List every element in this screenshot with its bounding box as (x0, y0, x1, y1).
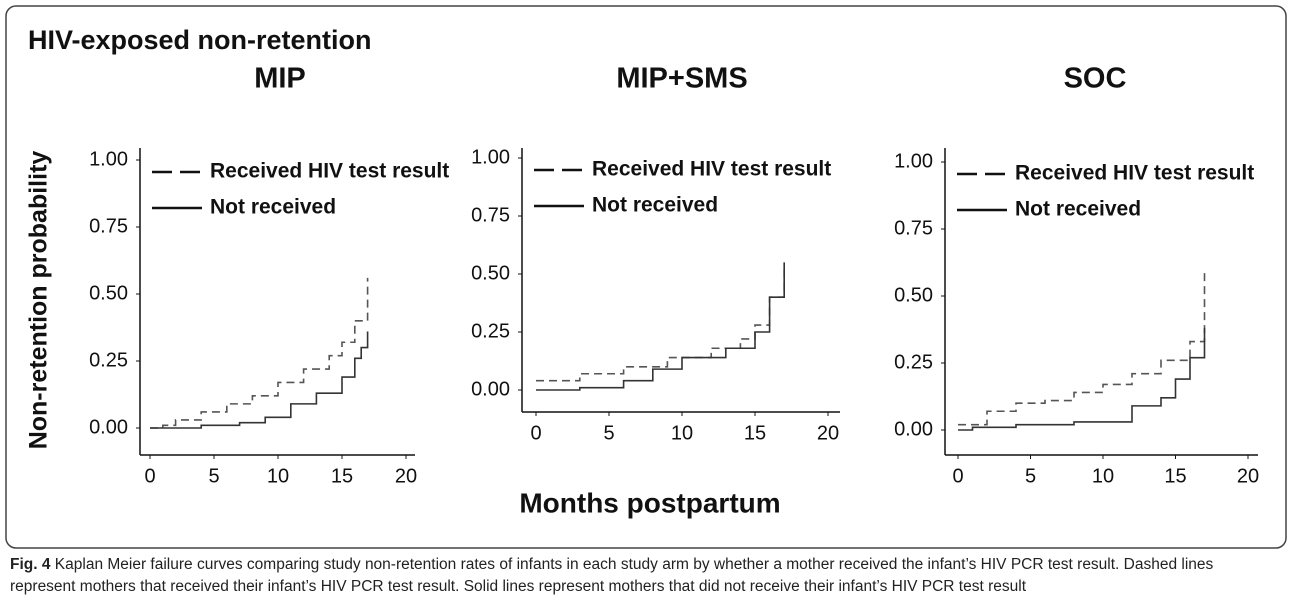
legend-label: Not received (592, 194, 718, 217)
step-line (536, 264, 785, 382)
x-tick-label: 0 (530, 422, 541, 444)
chart-title: SOC (1064, 63, 1127, 95)
legend-label: Not received (1015, 198, 1141, 221)
step-line (150, 277, 369, 429)
caption-text: Kaplan Meier failure curves comparing st… (10, 556, 1214, 595)
x-tick-label: 20 (395, 465, 417, 487)
legend-label: Not received (210, 196, 336, 219)
y-tick-label: 0.75 (89, 215, 128, 237)
step-line (536, 262, 785, 391)
y-tick-label: 0.00 (471, 378, 510, 400)
x-tick-label: 10 (671, 422, 693, 444)
figure-title: HIV-exposed non-retention (28, 25, 372, 55)
x-axis-title: Months postpartum (519, 487, 780, 518)
y-tick-label: 0.50 (471, 262, 510, 284)
y-tick-label: 1.00 (89, 148, 128, 170)
x-tick-label: 10 (1092, 465, 1114, 487)
x-tick-label: 15 (744, 422, 766, 444)
x-tick-label: 15 (331, 465, 353, 487)
caption: Fig. 4 Kaplan Meier failure curves compa… (10, 554, 1280, 598)
y-tick-label: 0.50 (894, 284, 933, 306)
figure: HIV-exposed non-retention Non-retention … (5, 5, 1287, 549)
y-tick-label: 0.25 (471, 320, 510, 342)
x-tick-label: 0 (952, 465, 963, 487)
figure-border (5, 5, 1287, 549)
y-tick-label: 0.00 (89, 416, 128, 438)
y-tick-label: 0.75 (471, 204, 510, 226)
x-tick-label: 20 (1237, 465, 1259, 487)
step-line (150, 331, 369, 429)
y-tick-label: 0.50 (89, 282, 128, 304)
x-tick-label: 0 (144, 465, 155, 487)
x-tick-label: 5 (603, 422, 614, 444)
y-tick-label: 1.00 (894, 150, 933, 172)
y-tick-label: 0.00 (894, 418, 933, 440)
chart-title: MIP+SMS (616, 63, 747, 95)
y-tick-label: 0.25 (89, 349, 128, 371)
step-line (958, 328, 1206, 431)
step-line (958, 269, 1206, 426)
y-tick-label: 0.75 (894, 217, 933, 239)
x-tick-label: 5 (1025, 465, 1036, 487)
legend-label: Received HIV test result (210, 160, 449, 183)
legend-label: Received HIV test result (1015, 162, 1254, 185)
x-tick-label: 5 (208, 465, 219, 487)
x-tick-label: 10 (267, 465, 289, 487)
x-tick-label: 15 (1164, 465, 1186, 487)
caption-label: Fig. 4 (10, 556, 51, 573)
chart-title: MIP (254, 63, 306, 95)
x-tick-label: 20 (817, 422, 839, 444)
y-axis-title: Non-retention probability (25, 151, 53, 450)
legend-label: Received HIV test result (592, 158, 831, 181)
y-tick-label: 0.25 (894, 351, 933, 373)
y-tick-label: 1.00 (471, 146, 510, 168)
